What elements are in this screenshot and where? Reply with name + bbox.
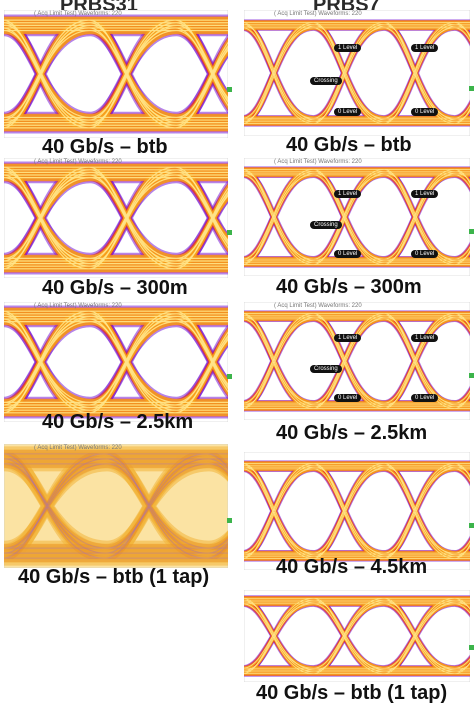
scope-header: ( Acq Limit Test) Waveforms: 220	[274, 11, 362, 17]
trigger-marker	[227, 87, 232, 92]
eye-diagram	[244, 10, 470, 136]
scope-header: ( Acq Limit Test) Waveforms: 220	[274, 159, 362, 165]
trigger-marker	[227, 518, 232, 523]
panel-caption: 40 Gb/s – 2.5km	[276, 422, 428, 444]
level-label: 0 Level	[411, 394, 439, 402]
level-label: 0 Level	[334, 394, 362, 402]
eye-diagram-panel: ( Acq Limit Test) Waveforms: 220	[4, 444, 232, 568]
eye-trace	[4, 174, 228, 262]
level-label: 1 Level	[334, 190, 362, 198]
panel-caption: 40 Gb/s – 2.5km	[42, 411, 194, 433]
eye-trace	[4, 463, 228, 549]
trigger-marker	[227, 230, 232, 235]
eye-trace	[244, 601, 470, 671]
eye-diagram-panel: ( Acq Limit Test) Waveforms: 220	[4, 302, 232, 422]
eye-trace	[4, 315, 228, 409]
eye-trace	[244, 316, 470, 406]
eye-diagram	[4, 158, 228, 278]
eye-diagram	[244, 452, 470, 570]
scope-header: ( Acq Limit Test) Waveforms: 220	[34, 159, 122, 165]
trigger-marker	[227, 374, 232, 379]
eye-trace	[4, 464, 228, 548]
level-label: Crossing	[310, 221, 342, 229]
eye-diagram	[4, 10, 228, 138]
eye-trace	[244, 464, 470, 558]
eye-trace	[244, 599, 470, 673]
level-label: 0 Level	[411, 108, 439, 116]
eye-trace	[4, 321, 228, 403]
panel-caption: 40 Gb/s – btb	[286, 134, 412, 156]
eye-diagram	[244, 590, 470, 682]
eye-trace	[4, 171, 228, 265]
level-label: 0 Level	[411, 250, 439, 258]
eye-trace	[244, 174, 470, 260]
eye-diagram-panel: ( Acq Limit Test) Waveforms: 220 1 Level 1…	[244, 10, 474, 136]
eye-trace	[244, 23, 470, 123]
eye-diagram-panel	[244, 590, 474, 682]
eye-trace	[244, 172, 470, 262]
eye-trace	[244, 603, 470, 669]
eye-trace	[4, 177, 228, 259]
level-label: Crossing	[310, 365, 342, 373]
eye-trace	[4, 29, 228, 119]
level-label: 1 Level	[411, 190, 439, 198]
level-label: 0 Level	[334, 250, 362, 258]
level-label: 1 Level	[334, 334, 362, 342]
level-label: 0 Level	[334, 108, 362, 116]
eye-diagram	[4, 302, 228, 422]
eye-trace	[244, 25, 470, 121]
eye-trace	[4, 453, 228, 559]
eye-trace	[244, 27, 470, 119]
scope-header: ( Acq Limit Test) Waveforms: 220	[274, 303, 362, 309]
eye-diagram-panel	[244, 452, 474, 570]
eye-trace	[4, 24, 228, 124]
eye-diagram-panel: ( Acq Limit Test) Waveforms: 220	[4, 10, 232, 138]
eye-trace	[244, 170, 470, 264]
eye-diagram	[244, 302, 470, 420]
eye-diagram-panel: ( Acq Limit Test) Waveforms: 220 1 Level 1…	[244, 302, 474, 420]
eye-trace	[244, 318, 470, 404]
panel-caption: 40 Gb/s – 300m	[276, 276, 422, 298]
eye-trace	[4, 458, 228, 554]
trigger-marker	[469, 645, 474, 650]
level-label: Crossing	[310, 77, 342, 85]
panel-caption: 40 Gb/s – btb	[42, 136, 168, 158]
trigger-marker	[469, 86, 474, 91]
level-label: 1 Level	[411, 44, 439, 52]
scope-header: ( Acq Limit Test) Waveforms: 220	[34, 11, 122, 17]
trigger-marker	[469, 523, 474, 528]
eye-diagram-panel: ( Acq Limit Test) Waveforms: 220 1 Level 1…	[244, 158, 474, 276]
trigger-marker	[469, 229, 474, 234]
eye-trace	[4, 318, 228, 406]
trigger-marker	[469, 373, 474, 378]
panel-caption: 40 Gb/s – btb (1 tap)	[256, 682, 448, 704]
eye-trace	[244, 314, 470, 408]
eye-trace	[4, 27, 228, 121]
scope-header: ( Acq Limit Test) Waveforms: 220	[34, 303, 122, 309]
level-label: 1 Level	[334, 44, 362, 52]
panel-caption: 40 Gb/s – 300m	[42, 277, 188, 299]
panel-caption: 40 Gb/s – 4.5km	[276, 556, 428, 578]
level-label: 1 Level	[411, 334, 439, 342]
eye-trace	[244, 468, 470, 554]
eye-diagram	[4, 444, 228, 568]
scope-header: ( Acq Limit Test) Waveforms: 220	[34, 445, 122, 451]
eye-diagram	[244, 158, 470, 276]
eye-diagram-panel: ( Acq Limit Test) Waveforms: 220	[4, 158, 232, 278]
eye-trace	[244, 466, 470, 556]
panel-caption: 40 Gb/s – btb (1 tap)	[18, 566, 210, 588]
